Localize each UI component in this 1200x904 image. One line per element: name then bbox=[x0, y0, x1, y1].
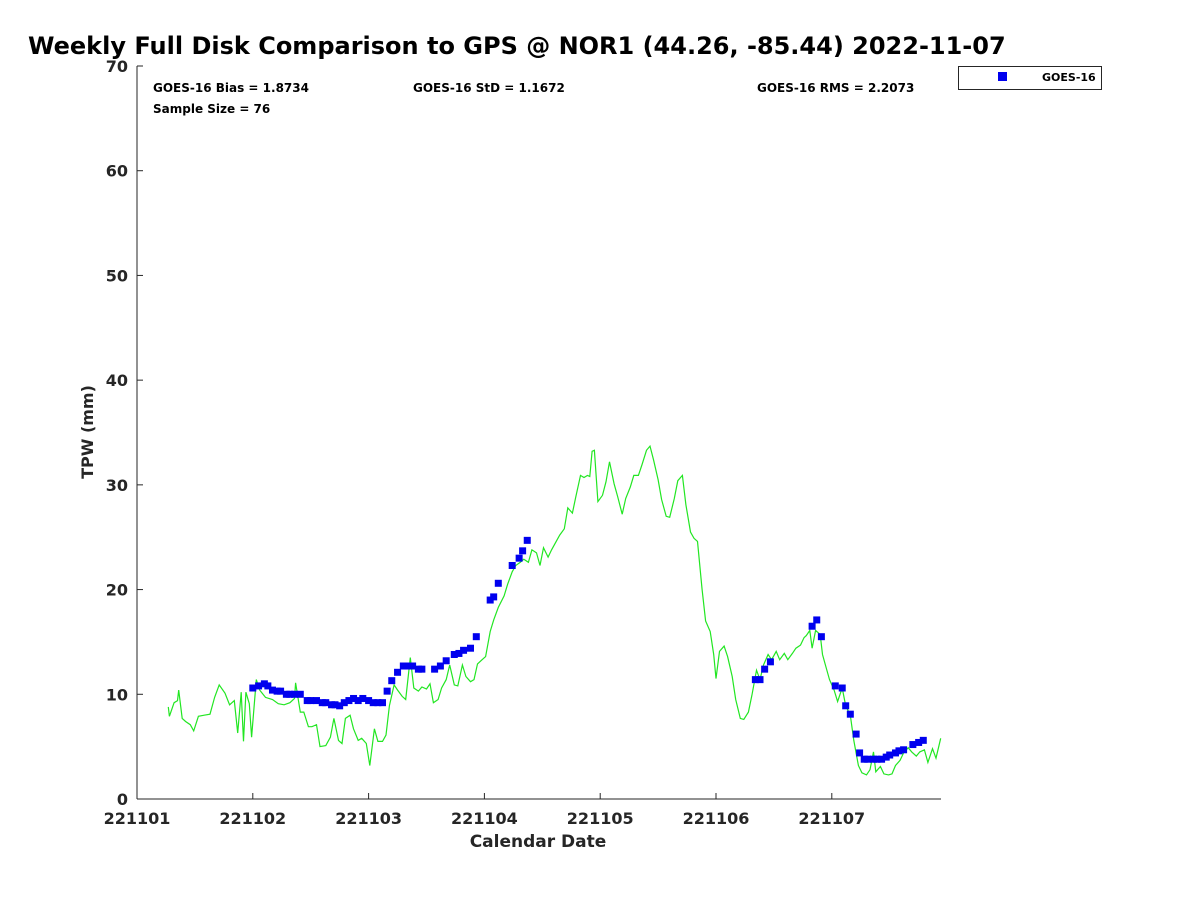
goes16-point bbox=[312, 697, 320, 705]
goes16-point bbox=[756, 676, 764, 684]
goes16-point bbox=[886, 751, 894, 759]
goes16-point bbox=[490, 593, 498, 601]
goes16-point bbox=[856, 749, 864, 757]
x-tick-label: 221107 bbox=[798, 809, 865, 828]
goes16-point bbox=[873, 755, 881, 763]
goes16-point bbox=[418, 665, 426, 673]
x-tick-label: 221104 bbox=[451, 809, 518, 828]
y-tick-label: 40 bbox=[106, 371, 128, 390]
goes16-series bbox=[249, 536, 927, 763]
goes16-point bbox=[895, 747, 903, 755]
goes16-point bbox=[255, 682, 263, 690]
y-tick-label: 10 bbox=[106, 685, 128, 704]
goes16-point bbox=[846, 710, 854, 718]
goes16-point bbox=[336, 702, 344, 710]
goes16-point bbox=[345, 697, 353, 705]
goes16-point bbox=[431, 665, 439, 673]
x-tick-label: 221102 bbox=[219, 809, 286, 828]
goes16-point bbox=[817, 633, 825, 641]
gps-line bbox=[167, 444, 942, 776]
legend-marker-goes16 bbox=[998, 72, 1007, 81]
goes16-point bbox=[365, 697, 373, 705]
goes16-point bbox=[409, 662, 417, 670]
goes16-point bbox=[340, 699, 348, 707]
goes16-point bbox=[394, 668, 402, 676]
rms-stat: GOES-16 RMS = 2.2073 bbox=[757, 81, 914, 95]
goes16-point bbox=[436, 662, 444, 670]
goes16-point bbox=[450, 650, 458, 658]
goes16-point bbox=[442, 657, 450, 665]
y-tick-label: 70 bbox=[106, 57, 128, 76]
gps-series bbox=[167, 444, 942, 776]
chart-title: Weekly Full Disk Comparison to GPS @ NOR… bbox=[28, 32, 1006, 60]
y-axis-ticks: 0 10 20 30 40 50 60 70 bbox=[106, 57, 143, 809]
goes16-point bbox=[909, 741, 917, 749]
y-tick-label: 20 bbox=[106, 581, 128, 600]
goes16-point bbox=[523, 536, 531, 544]
goes16-point bbox=[378, 699, 386, 707]
goes16-point bbox=[831, 682, 839, 690]
goes16-point bbox=[515, 554, 523, 562]
goes16-point bbox=[467, 644, 475, 652]
goes16-point bbox=[852, 730, 860, 738]
y-tick-label: 60 bbox=[106, 162, 128, 181]
goes16-point bbox=[399, 662, 407, 670]
goes16-point bbox=[359, 694, 367, 702]
goes16-point bbox=[842, 702, 850, 710]
goes16-point bbox=[900, 746, 908, 754]
goes16-point bbox=[350, 694, 358, 702]
x-axis-ticks: 221101 221102 221103 221104 221105 221106 2211… bbox=[104, 793, 865, 828]
goes16-point bbox=[919, 736, 927, 744]
goes16-point bbox=[508, 561, 516, 569]
std-stat: GOES-16 StD = 1.1672 bbox=[413, 81, 565, 95]
goes16-point bbox=[864, 755, 872, 763]
goes16-point bbox=[519, 547, 527, 555]
goes16-point bbox=[277, 687, 285, 695]
goes16-point bbox=[751, 676, 759, 684]
x-tick-label: 221101 bbox=[104, 809, 171, 828]
goes16-point bbox=[460, 646, 468, 654]
legend-label-goes16: GOES-16 bbox=[1042, 71, 1096, 84]
x-tick-label: 221105 bbox=[567, 809, 634, 828]
goes16-point bbox=[878, 755, 886, 763]
goes16-point bbox=[264, 682, 272, 690]
goes16-point bbox=[404, 662, 412, 670]
goes16-point bbox=[369, 699, 377, 707]
goes16-point bbox=[307, 697, 315, 705]
goes16-point bbox=[374, 699, 382, 707]
goes16-point bbox=[761, 665, 769, 673]
goes16-point bbox=[290, 690, 298, 698]
goes16-point bbox=[354, 697, 362, 705]
goes16-point bbox=[766, 658, 774, 666]
goes16-point bbox=[808, 622, 816, 630]
goes16-point bbox=[383, 687, 391, 695]
y-tick-label: 50 bbox=[106, 266, 128, 285]
goes16-point bbox=[455, 649, 463, 657]
legend: GOES-16 bbox=[958, 66, 1102, 90]
goes16-point bbox=[838, 684, 846, 692]
y-tick-label: 0 bbox=[117, 790, 128, 809]
goes16-point bbox=[472, 633, 480, 641]
sample-size-stat: Sample Size = 76 bbox=[153, 102, 270, 116]
goes16-point bbox=[494, 579, 502, 587]
goes16-point bbox=[249, 684, 257, 692]
y-tick-label: 30 bbox=[106, 476, 128, 495]
x-tick-label: 221103 bbox=[335, 809, 402, 828]
bias-stat: GOES-16 Bias = 1.8734 bbox=[153, 81, 309, 95]
legend-box bbox=[958, 66, 1102, 90]
y-axis-label: TPW (mm) bbox=[78, 385, 97, 479]
goes16-point bbox=[268, 686, 276, 694]
goes16-point bbox=[296, 690, 304, 698]
goes16-point bbox=[813, 616, 821, 624]
x-tick-label: 221106 bbox=[683, 809, 750, 828]
goes16-point bbox=[388, 677, 396, 685]
goes16-point bbox=[322, 699, 330, 707]
goes16-point bbox=[286, 690, 294, 698]
goes16-point bbox=[331, 701, 339, 709]
x-axis-label: Calendar Date bbox=[470, 832, 607, 852]
goes16-point bbox=[915, 738, 923, 746]
